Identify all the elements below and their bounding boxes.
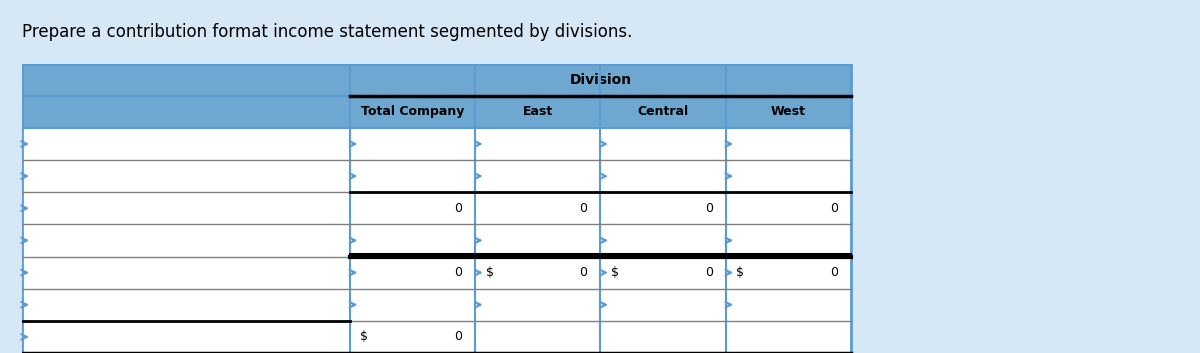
FancyBboxPatch shape: [22, 128, 350, 160]
FancyBboxPatch shape: [475, 192, 600, 225]
FancyBboxPatch shape: [22, 96, 350, 128]
Text: 0: 0: [455, 266, 462, 279]
Text: Division: Division: [570, 73, 631, 86]
Text: West: West: [770, 105, 806, 118]
FancyBboxPatch shape: [350, 225, 475, 257]
FancyBboxPatch shape: [600, 225, 726, 257]
FancyBboxPatch shape: [350, 96, 475, 128]
FancyBboxPatch shape: [475, 257, 600, 289]
FancyBboxPatch shape: [22, 192, 350, 225]
FancyBboxPatch shape: [22, 64, 350, 96]
Text: Central: Central: [637, 105, 689, 118]
FancyBboxPatch shape: [600, 257, 726, 289]
Text: 0: 0: [830, 202, 838, 215]
FancyBboxPatch shape: [600, 321, 726, 353]
Text: 0: 0: [455, 330, 462, 343]
FancyBboxPatch shape: [475, 160, 600, 192]
FancyBboxPatch shape: [475, 128, 600, 160]
FancyBboxPatch shape: [350, 289, 475, 321]
FancyBboxPatch shape: [726, 257, 851, 289]
Text: $: $: [611, 266, 619, 279]
Text: 0: 0: [704, 202, 713, 215]
FancyBboxPatch shape: [600, 289, 726, 321]
FancyBboxPatch shape: [350, 192, 475, 225]
FancyBboxPatch shape: [726, 128, 851, 160]
Text: $: $: [736, 266, 744, 279]
FancyBboxPatch shape: [22, 321, 350, 353]
Text: $: $: [486, 266, 493, 279]
FancyBboxPatch shape: [600, 192, 726, 225]
Text: Prepare a contribution format income statement segmented by divisions.: Prepare a contribution format income sta…: [22, 23, 632, 41]
Text: East: East: [523, 105, 553, 118]
FancyBboxPatch shape: [600, 96, 726, 128]
FancyBboxPatch shape: [350, 257, 475, 289]
FancyBboxPatch shape: [726, 321, 851, 353]
FancyBboxPatch shape: [22, 225, 350, 257]
FancyBboxPatch shape: [22, 257, 350, 289]
FancyBboxPatch shape: [600, 160, 726, 192]
Text: 0: 0: [830, 266, 838, 279]
FancyBboxPatch shape: [22, 160, 350, 192]
FancyBboxPatch shape: [350, 321, 475, 353]
FancyBboxPatch shape: [726, 289, 851, 321]
FancyBboxPatch shape: [726, 192, 851, 225]
FancyBboxPatch shape: [350, 64, 851, 96]
Text: 0: 0: [580, 202, 588, 215]
Text: $: $: [360, 330, 368, 343]
FancyBboxPatch shape: [475, 96, 600, 128]
Text: 0: 0: [704, 266, 713, 279]
FancyBboxPatch shape: [475, 321, 600, 353]
Text: Total Company: Total Company: [361, 105, 464, 118]
FancyBboxPatch shape: [726, 225, 851, 257]
FancyBboxPatch shape: [600, 128, 726, 160]
FancyBboxPatch shape: [350, 128, 475, 160]
FancyBboxPatch shape: [350, 160, 475, 192]
FancyBboxPatch shape: [475, 225, 600, 257]
FancyBboxPatch shape: [475, 289, 600, 321]
FancyBboxPatch shape: [726, 160, 851, 192]
Text: 0: 0: [580, 266, 588, 279]
Text: 0: 0: [455, 202, 462, 215]
FancyBboxPatch shape: [22, 289, 350, 321]
FancyBboxPatch shape: [726, 96, 851, 128]
